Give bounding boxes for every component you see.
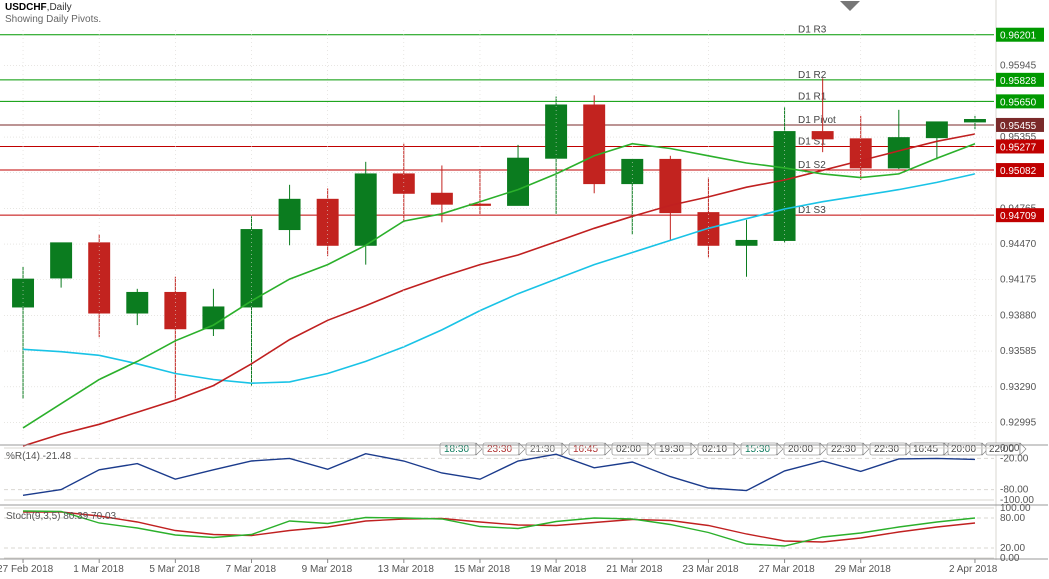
date-axis-label: 15 Mar 2018 xyxy=(454,564,511,575)
price-tag-text: 0.95828 xyxy=(1000,76,1037,87)
percent-r-line xyxy=(23,454,975,496)
candle-body[interactable] xyxy=(127,292,148,313)
price-axis-label: 0.93880 xyxy=(1000,310,1037,321)
candle-body[interactable] xyxy=(622,159,643,183)
candle-body[interactable] xyxy=(431,193,452,204)
price-axis-label: 0.93585 xyxy=(1000,346,1037,357)
date-axis-label: 7 Mar 2018 xyxy=(226,564,277,575)
date-axis-label: 29 Mar 2018 xyxy=(835,564,892,575)
date-axis-label: 2 Apr 2018 xyxy=(949,564,998,575)
chart-canvas[interactable]: 0.92995 0.93290 0.93585 0.93880 0.94175 0.944… xyxy=(0,0,1049,579)
chart-subtitle: Showing Daily Pivots. xyxy=(5,14,101,26)
candle-body[interactable] xyxy=(812,132,833,139)
time-tag-text: 16:45 xyxy=(913,444,938,455)
time-tag-text: 22:30 xyxy=(874,444,899,455)
title-bar: USDCHF,Daily Showing Daily Pivots. xyxy=(1,1,105,27)
date-axis-label: 23 Mar 2018 xyxy=(682,564,739,575)
date-axis-label: 21 Mar 2018 xyxy=(606,564,663,575)
candle-body[interactable] xyxy=(850,139,871,168)
time-tag-text: 02:00 xyxy=(616,444,641,455)
price-tag-text: 0.96201 xyxy=(1000,31,1037,42)
stoch-label: Stoch(9,3,5) 80.39 70.03 xyxy=(6,511,117,522)
price-tag-text: 0.95277 xyxy=(1000,142,1037,153)
indicator-axis-label: 100.00 xyxy=(1000,503,1031,514)
marker-arrow xyxy=(840,1,860,11)
indicator-axis-label: -80.00 xyxy=(1000,485,1029,496)
time-tag-text: 18:30 xyxy=(444,444,469,455)
date-axis-label: 5 Mar 2018 xyxy=(149,564,200,575)
candle-body[interactable] xyxy=(736,240,757,245)
candle-body[interactable] xyxy=(926,122,947,138)
date-axis-label: 13 Mar 2018 xyxy=(378,564,435,575)
date-axis-label: 9 Mar 2018 xyxy=(302,564,353,575)
pivot-level-label: D1 Pivot xyxy=(798,115,836,126)
candle-body[interactable] xyxy=(508,158,529,205)
time-tag-text: 20:00 xyxy=(788,444,813,455)
time-tag-text: 19:30 xyxy=(659,444,684,455)
indicator-axis-label: 0.00 xyxy=(1000,443,1020,454)
date-axis-label: 27 Feb 2018 xyxy=(0,564,54,575)
candle-body[interactable] xyxy=(51,243,72,278)
pivot-level-label: D1 S2 xyxy=(798,160,826,171)
date-axis-label: 19 Mar 2018 xyxy=(530,564,587,575)
candle-body[interactable] xyxy=(355,174,376,245)
indicator-axis-label: 20.00 xyxy=(1000,543,1025,554)
chart-period: Daily xyxy=(49,2,71,13)
pivot-level-label: D1 R3 xyxy=(798,25,827,36)
chart-root: 0.92995 0.93290 0.93585 0.93880 0.94175 0.944… xyxy=(0,0,1049,579)
date-axis-label: 1 Mar 2018 xyxy=(73,564,124,575)
time-tag-text: 22:30 xyxy=(831,444,856,455)
price-tag-text: 0.94709 xyxy=(1000,211,1037,222)
time-tag-text: 21:30 xyxy=(530,444,555,455)
indicator-axis-label: 80.00 xyxy=(1000,513,1025,524)
time-tag-text: 16:45 xyxy=(573,444,598,455)
candle-body[interactable] xyxy=(584,105,605,184)
time-tag-text: 02:10 xyxy=(702,444,727,455)
indicator-axis-label: 0.00 xyxy=(1000,553,1020,564)
ma-cyan xyxy=(23,174,975,383)
symbol-name: USDCHF xyxy=(5,2,47,13)
ma-green xyxy=(23,144,975,428)
time-tag-text: 15:30 xyxy=(745,444,770,455)
date-axis-label: 27 Mar 2018 xyxy=(759,564,816,575)
price-tag-text: 0.95650 xyxy=(1000,97,1037,108)
price-axis-label: 0.92995 xyxy=(1000,417,1037,428)
pivot-level-label: D1 S3 xyxy=(798,205,826,216)
time-tag-text: 23:30 xyxy=(487,444,512,455)
price-tag-text: 0.95455 xyxy=(1000,121,1037,132)
price-axis-label: 0.94470 xyxy=(1000,239,1037,250)
price-tag-text: 0.95082 xyxy=(1000,166,1037,177)
candle-body[interactable] xyxy=(241,230,262,307)
candle-body[interactable] xyxy=(279,199,300,229)
price-axis-label: 0.95945 xyxy=(1000,61,1037,72)
price-axis-label: 0.94175 xyxy=(1000,275,1037,286)
ma-red xyxy=(23,134,975,446)
candle-body[interactable] xyxy=(964,119,985,121)
indicator-axis-label: -20.00 xyxy=(1000,453,1029,464)
price-axis-label: 0.93290 xyxy=(1000,382,1037,393)
percent-r-label: %R(14) -21.48 xyxy=(6,451,71,462)
time-tag-text: 20:00 xyxy=(951,444,976,455)
